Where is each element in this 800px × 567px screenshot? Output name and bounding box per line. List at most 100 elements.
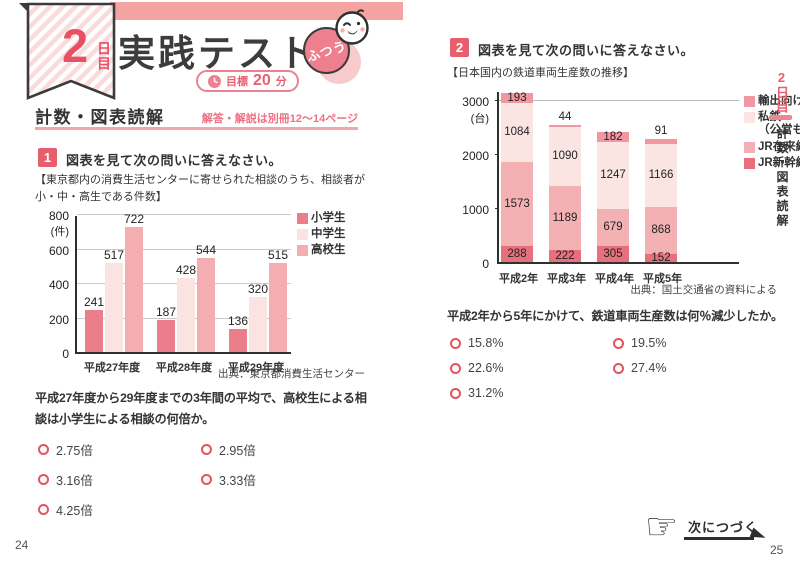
consultations-chart: 0 200 400 600 800 (件) 241 517 722 187 428 544 136 320…: [35, 208, 365, 380]
radio-icon[interactable]: [201, 474, 212, 485]
x-axis-label: 平成28年度: [155, 362, 213, 374]
radio-icon[interactable]: [450, 337, 461, 349]
answer-option[interactable]: 4.25倍: [38, 500, 201, 519]
chart-1-caption: 【東京都内の消費生活センターに寄せられた相談のうち、相談者が小・中・高生である件…: [35, 174, 365, 204]
radio-icon[interactable]: [613, 362, 624, 374]
stacked-bar: 288 1573 1084 193: [501, 92, 533, 262]
legend-swatch: [297, 213, 308, 224]
bar-segment: 1247: [597, 141, 629, 209]
x-axis-label: 平成27年度: [83, 362, 141, 374]
goal-unit: 分: [275, 76, 287, 88]
bar-segment: 679: [597, 208, 629, 246]
legend-label: JR在来線: [758, 140, 800, 153]
chart-2-plot-area: 288 1573 1084 193 222 1189 1090 44 305 679 1247 182…: [495, 92, 739, 264]
legend-swatch: [744, 96, 755, 107]
bar: 544: [196, 243, 216, 352]
legend-item: 輸出向け: [744, 95, 800, 108]
answer-option-label: 22.6%: [468, 361, 504, 375]
bar-segment: 152: [645, 252, 677, 264]
pennant-shape: [26, 2, 116, 100]
bar-segment: 182: [597, 131, 629, 143]
x-axis-label: 平成4年: [595, 273, 635, 285]
banner-fold: [19, 3, 30, 14]
answer-option[interactable]: 3.33倍: [201, 470, 341, 489]
answer-option[interactable]: 22.6%: [450, 361, 613, 375]
answer-option[interactable]: 27.4%: [613, 361, 753, 375]
legend-label: 中学生: [311, 228, 346, 241]
answer-option-label: 3.33倍: [219, 474, 256, 488]
legend-swatch: [297, 245, 308, 257]
segment-value-label: 91: [654, 125, 668, 138]
section-title: 計数・図表読解: [35, 108, 165, 127]
answer-option-label: 27.4%: [631, 361, 667, 375]
next-page-label: 次につづく: [688, 520, 759, 535]
y-axis-tick-label: 600: [48, 243, 69, 258]
radio-icon[interactable]: [38, 504, 49, 515]
bar-value-label: 544: [195, 243, 217, 258]
legend-swatch: [744, 141, 755, 153]
bar-group: 187 428 544: [155, 243, 216, 352]
bar: 136: [228, 314, 248, 352]
bar-value-label: 136: [227, 313, 249, 328]
question-2-options: 15.8% 19.5% 22.6% 27.4% 31.2%: [450, 336, 753, 400]
radio-icon[interactable]: [38, 474, 49, 485]
page-number-left: 24: [15, 538, 29, 552]
bar: 428: [176, 263, 196, 352]
radio-icon[interactable]: [450, 387, 461, 399]
page-number-right: 25: [770, 543, 784, 557]
section-underline: [35, 127, 358, 130]
chart-1-legend: 小学生 中学生 高校生: [297, 212, 346, 258]
goal-minutes: 20: [253, 72, 271, 89]
legend-swatch: [744, 157, 755, 169]
next-arrow-line: [684, 537, 754, 540]
sidebar-divider: [769, 115, 792, 120]
answer-option[interactable]: 2.75倍: [38, 440, 201, 459]
answer-option[interactable]: 2.95倍: [201, 440, 341, 459]
answer-option[interactable]: 19.5%: [613, 336, 753, 350]
answer-option-label: 31.2%: [468, 386, 504, 400]
bar-segment: 222: [549, 250, 581, 262]
answer-option[interactable]: 3.16倍: [38, 470, 201, 489]
radio-icon[interactable]: [613, 337, 624, 349]
question-2-badge: 2: [450, 38, 469, 57]
answer-option-label: 19.5%: [631, 336, 667, 350]
goal-label: 目標: [226, 76, 248, 88]
answer-option[interactable]: 15.8%: [450, 336, 613, 350]
y-axis-tick-label: 3000: [462, 95, 489, 109]
bar-value-label: 515: [267, 248, 289, 263]
bar-segment: 193: [501, 92, 533, 104]
pointing-hand-icon: ☞: [645, 506, 679, 547]
segment-value-label: 679: [603, 221, 623, 234]
bar: 320: [248, 282, 268, 352]
y-axis-unit-label: (件): [50, 226, 69, 238]
segment-value-label: 1084: [504, 126, 530, 139]
legend-label: JR新幹線: [758, 156, 800, 169]
y-axis-tick-label: 800: [48, 209, 69, 223]
radio-icon[interactable]: [38, 444, 49, 455]
question-1-prompt: 図表を見て次の問いに答えなさい。: [66, 153, 283, 168]
y-axis-tick-label: 2000: [462, 149, 489, 163]
legend-item: 中学生: [297, 228, 346, 241]
legend-swatch: [744, 112, 755, 124]
segment-value-label: 1189: [552, 211, 578, 224]
bar-segment: 868: [645, 206, 677, 254]
segment-value-label: 305: [603, 247, 623, 260]
y-axis-tick-label: 0: [482, 257, 489, 271]
legend-item: 小学生: [297, 212, 346, 225]
answer-option[interactable]: 31.2%: [450, 386, 613, 400]
bar-segment: 1166: [645, 143, 677, 207]
bar: 515: [268, 248, 288, 352]
answer-reference: 解答・解説は別冊12～14ページ: [201, 113, 358, 125]
radio-icon[interactable]: [201, 444, 212, 455]
radio-icon[interactable]: [450, 362, 461, 374]
legend-swatch: [297, 229, 308, 241]
bar-segment: 1573: [501, 161, 533, 247]
answer-option-label: 4.25倍: [56, 504, 93, 518]
y-axis-tick-label: 0: [62, 347, 69, 361]
bar-segment: 1084: [501, 102, 533, 162]
next-arrowhead-icon: [749, 527, 768, 543]
bar-value-label: 187: [155, 304, 177, 319]
bar-segment: 1189: [549, 185, 581, 251]
segment-value-label: 44: [558, 110, 572, 123]
